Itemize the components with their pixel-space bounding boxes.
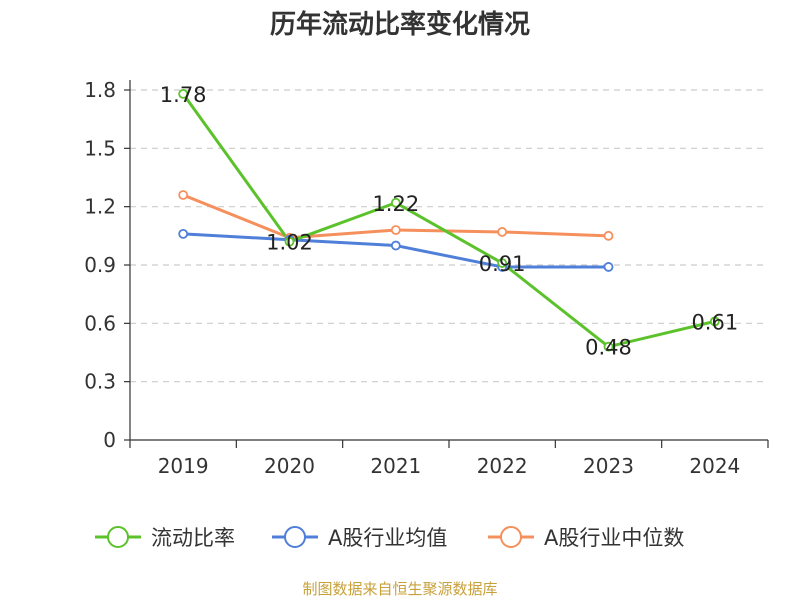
x-tick-label: 2020 [264,454,315,478]
data-label: 0.61 [691,310,738,334]
legend-marker [107,526,129,548]
series-points [178,88,720,352]
data-label: 0.91 [479,252,526,276]
data-point [603,230,614,241]
data-point [178,190,189,200]
axes [124,80,769,448]
data-point [284,236,295,247]
data-label: 1.02 [266,231,313,255]
data-point [497,258,508,268]
data-point [390,240,401,251]
x-tick-labels: 2019 2020 2021 2022 2023 2024 [158,454,741,478]
legend: 流动比率 A股行业均值 A股行业中位数 [95,526,684,550]
data-point [178,228,189,239]
data-point [390,197,401,208]
legend-marker [284,526,306,548]
x-tick-label: 2019 [158,454,209,478]
data-label: 0.48 [585,336,632,360]
data-label: 1.22 [372,192,419,216]
series-lines [181,93,716,349]
data-point [603,262,614,272]
legend-marker [500,526,522,548]
data-point [178,88,189,99]
y-tick-label: 0.6 [84,311,116,335]
x-tick-label: 2024 [689,454,740,478]
x-tick-label: 2021 [370,454,421,478]
legend-label: A股行业均值 [328,526,447,550]
grid-lines [130,89,768,383]
data-point [709,316,720,327]
data-source-note: 制图数据来自恒生聚源数据库 [302,580,498,598]
y-tick-label: 1.8 [84,78,116,102]
x-tick-label: 2023 [583,454,634,478]
y-tick-labels: 0 0.3 0.6 0.9 1.2 1.5 1.8 [84,78,116,452]
y-tick-label: 0 [103,428,116,452]
data-labels: 1.78 1.02 1.22 0.91 0.48 0.61 [160,83,738,360]
data-point [603,341,614,352]
data-point [390,225,401,235]
y-tick-label: 1.2 [84,195,116,219]
y-tick-label: 0.9 [84,253,116,277]
series-line-0 [181,93,716,349]
data-label: 1.78 [160,83,207,107]
x-tick-label: 2022 [477,454,528,478]
legend-label: A股行业中位数 [544,526,684,550]
y-tick-label: 0.3 [84,370,116,394]
legend-label: 流动比率 [151,526,235,550]
chart-title: 历年流动比率变化情况 [269,10,530,40]
data-point [497,227,508,237]
y-tick-label: 1.5 [84,136,116,160]
